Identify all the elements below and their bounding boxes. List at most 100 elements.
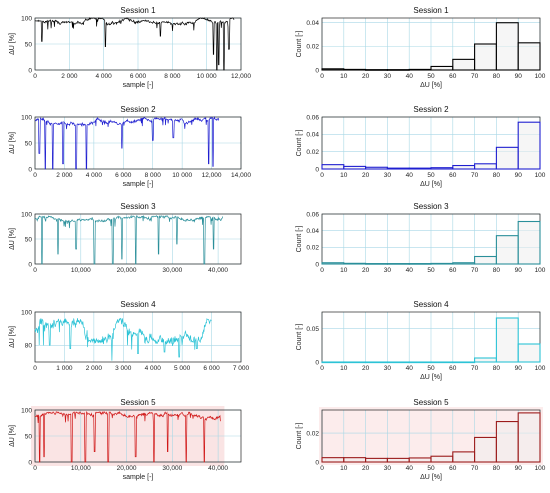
x-axis-label: sample [-] (123, 181, 154, 188)
histogram-bar (474, 255, 497, 265)
y-axis-label: Count [-] (296, 324, 303, 351)
x-tick-label: 70 (471, 267, 479, 274)
y-tick-label: 100 (21, 407, 32, 414)
x-tick-label: 70 (471, 172, 479, 179)
x-tick-label: 2 000 (56, 172, 73, 179)
x-axis-label: sample [-] (123, 474, 154, 481)
y-tick-label: 0.04 (306, 132, 319, 139)
y-tick-label: 0.02 (306, 245, 319, 252)
histogram-bar (452, 361, 476, 364)
y-axis-label: ΔU [%] (9, 326, 16, 348)
x-tick-label: 0 (320, 73, 324, 80)
x-tick-label: 30 (384, 365, 392, 372)
y-axis-label: Count [-] (296, 423, 303, 450)
x-tick-label: 0 (320, 365, 324, 372)
histogram-bar (452, 164, 476, 170)
chart-title: Session 5 (120, 398, 156, 407)
y-axis-label: ΔU [%] (9, 132, 16, 154)
x-tick-label: 60 (449, 172, 457, 179)
x-tick-label: 1 000 (56, 365, 73, 372)
x-axis-label: sample [-] (123, 82, 154, 89)
x-tick-label: 50 (427, 172, 435, 179)
x-tick-label: 20,000 (117, 267, 137, 274)
histogram-panel: 0 10 20 30 40 50 60 70 80 90 100 0 0.05 Session 4 ΔU [… (296, 300, 546, 381)
x-tick-label: 6 000 (130, 73, 147, 80)
y-tick-label: 0 (315, 261, 319, 268)
x-tick-label: 100 (535, 73, 546, 80)
x-tick-label: 50 (427, 465, 435, 472)
histogram-bar (386, 69, 410, 71)
y-tick-label: 0 (28, 261, 32, 268)
x-tick-label: 30 (384, 73, 392, 80)
x-tick-label: 20 (362, 465, 370, 472)
x-axis-label: ΔU [%] (420, 474, 442, 481)
time-series-panel: 0 1 000 2 000 3 000 4 000 5 000 6 000 7 000 80 10… (9, 300, 250, 372)
x-tick-label: 0 (33, 365, 37, 372)
y-tick-label: 0 (315, 67, 319, 74)
histogram-bar (386, 457, 410, 463)
x-tick-label: 90 (515, 365, 523, 372)
plot-frame (34, 311, 242, 363)
histogram-bar (321, 68, 345, 71)
y-tick-label: 100 (21, 309, 32, 316)
histogram-bar (452, 58, 476, 71)
x-tick-label: 0 (33, 465, 37, 472)
y-tick-label: 0 (28, 459, 32, 466)
x-axis-label: ΔU [%] (420, 181, 442, 188)
chart-title: Session 1 (413, 6, 449, 15)
histogram-bar (386, 167, 410, 170)
histogram-bar (430, 65, 454, 71)
x-tick-label: 50 (427, 365, 435, 372)
x-tick-label: 70 (471, 365, 479, 372)
x-tick-label: 10,000 (71, 267, 91, 274)
x-tick-label: 80 (493, 365, 501, 372)
chart-title: Session 5 (413, 398, 449, 407)
y-tick-label: 0.06 (306, 114, 319, 121)
histogram-bar (474, 436, 497, 463)
y-tick-label: 0.02 (306, 44, 319, 51)
chart-title: Session 1 (120, 6, 156, 15)
x-tick-label: 100 (535, 172, 546, 179)
x-tick-label: 7 000 (233, 365, 250, 372)
x-tick-label: 70 (471, 465, 479, 472)
histogram-bar (365, 457, 388, 463)
time-series-panel: 0 10,000 20,000 30,000 40,000 0 50 100 Session 5… (9, 398, 242, 481)
histogram-bar (495, 235, 519, 265)
histogram-bar (321, 457, 345, 463)
x-tick-label: 100 (535, 465, 546, 472)
x-tick-label: 40 (406, 172, 414, 179)
y-tick-label: 0 (315, 459, 319, 466)
x-tick-label: 30,000 (162, 465, 182, 472)
y-tick-label: 0 (28, 166, 32, 173)
histogram-bar (495, 421, 519, 463)
x-tick-label: 90 (515, 465, 523, 472)
x-tick-label: 6 000 (115, 172, 132, 179)
x-tick-label: 8 000 (164, 73, 181, 80)
x-tick-label: 50 (427, 267, 435, 274)
chart-title: Session 3 (120, 202, 156, 211)
x-tick-label: 70 (471, 73, 479, 80)
histogram-bar (343, 457, 367, 463)
y-axis-label: Count [-] (296, 226, 303, 253)
y-tick-label: 50 (25, 236, 33, 243)
series-line (34, 214, 224, 265)
x-tick-label: 12,000 (231, 73, 251, 80)
x-tick-label: 80 (493, 172, 501, 179)
x-tick-label: 40,000 (208, 267, 228, 274)
histogram-bar (321, 164, 345, 170)
histogram-bar (495, 317, 519, 363)
x-tick-label: 90 (515, 267, 523, 274)
x-tick-label: 2 000 (86, 365, 103, 372)
histogram-bar (430, 455, 454, 463)
histogram-bar (365, 166, 388, 170)
x-tick-label: 0 (33, 267, 37, 274)
x-tick-label: 10,000 (71, 465, 91, 472)
histogram-bar (386, 361, 410, 364)
histogram-panel: 0 10 20 30 40 50 60 70 80 90 100 0 0.02 0.04 0.06 Sessi… (296, 202, 546, 274)
histogram-bar (495, 146, 519, 170)
x-tick-label: 0 (33, 73, 37, 80)
plot-frame (34, 409, 242, 463)
histogram-bar (452, 451, 476, 463)
